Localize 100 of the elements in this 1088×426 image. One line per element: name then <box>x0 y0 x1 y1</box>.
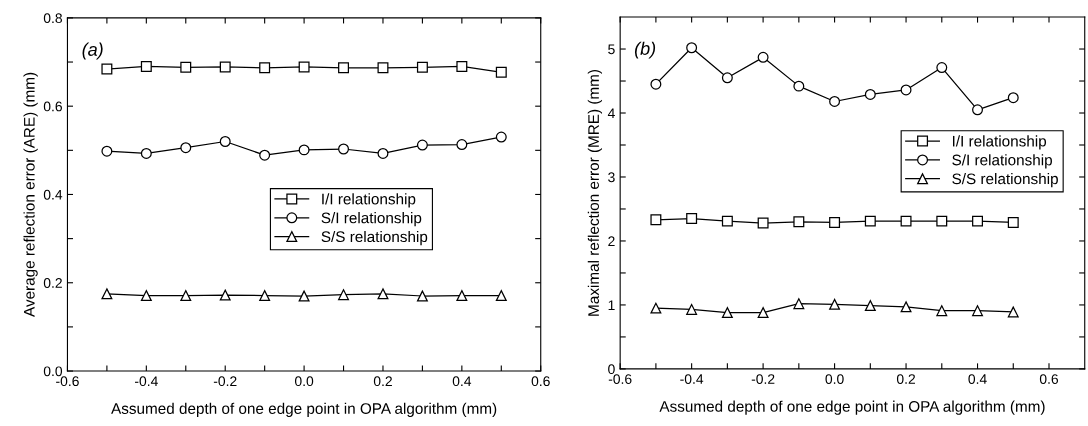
x-axis-title: Assumed depth of one edge point in OPA algorithm (mm) <box>659 400 1045 415</box>
annotation: (b) <box>634 41 656 59</box>
point <box>456 60 468 72</box>
y-tick-label: 0.2 <box>43 278 62 288</box>
point <box>180 61 192 73</box>
y-tick-label: 0.6 <box>43 101 62 112</box>
legend-label: S/I relationship <box>321 212 422 227</box>
x-tick-label: -0.6 <box>56 376 79 387</box>
point <box>650 78 662 90</box>
point <box>936 62 948 74</box>
legend-label: I/I relationship <box>952 135 1047 150</box>
point <box>377 147 389 159</box>
point <box>140 290 152 302</box>
point <box>101 288 113 300</box>
x-tick-label: 0.0 <box>294 376 314 387</box>
point <box>456 290 468 302</box>
x-tick-label: -0.4 <box>680 374 704 384</box>
legend-label: S/S relationship <box>321 230 428 246</box>
point <box>298 290 310 302</box>
point <box>219 61 231 73</box>
point <box>721 215 733 227</box>
point <box>686 303 698 315</box>
x-tick-label: 0.2 <box>373 376 392 387</box>
point <box>936 305 948 317</box>
point <box>936 215 948 227</box>
point <box>972 305 984 317</box>
point <box>219 136 231 147</box>
point <box>259 290 271 302</box>
point <box>338 62 350 74</box>
point <box>495 131 507 143</box>
point <box>721 307 733 319</box>
point <box>864 215 876 227</box>
point <box>219 289 231 301</box>
point <box>1007 92 1019 104</box>
point <box>900 215 912 227</box>
x-tick-label: 0.6 <box>531 376 550 387</box>
y-tick-label: 0.8 <box>43 13 62 24</box>
point <box>495 290 507 302</box>
point <box>829 216 841 228</box>
point <box>972 104 984 116</box>
point <box>298 61 310 73</box>
legend-label: S/I relationship <box>952 154 1052 169</box>
point <box>972 215 984 227</box>
point <box>259 149 271 161</box>
legend-label: I/I relationship <box>322 193 416 208</box>
point <box>338 289 350 301</box>
point <box>140 60 152 72</box>
point <box>864 300 876 312</box>
point <box>757 217 769 229</box>
x-tick-label: -0.4 <box>134 376 158 387</box>
point <box>338 143 350 155</box>
point <box>757 307 769 319</box>
y-tick-label: 4 <box>607 108 615 119</box>
point <box>650 214 662 226</box>
point <box>416 139 428 151</box>
point <box>140 147 152 159</box>
y-tick-label: 0 <box>608 364 615 375</box>
y-axis-title: Maximal reflection error (MRE) (mm) <box>587 69 603 316</box>
point <box>377 62 389 74</box>
point <box>377 288 389 300</box>
x-tick-label: 0.2 <box>896 374 916 384</box>
point <box>793 80 805 92</box>
point <box>650 302 662 314</box>
y-tick-label: 1 <box>608 300 615 310</box>
point <box>829 298 841 310</box>
y-axis-title: Average reflection error (ARE) (mm) <box>23 72 38 317</box>
legend-label: S/S relationship <box>952 173 1058 188</box>
y-tick-label: 0.0 <box>43 366 63 377</box>
point <box>793 298 805 310</box>
point <box>686 213 698 225</box>
point <box>686 42 698 54</box>
point <box>180 290 192 302</box>
point <box>757 51 769 63</box>
x-tick-label: 0.6 <box>1039 374 1059 384</box>
point <box>416 290 428 302</box>
y-tick-label: 5 <box>608 44 615 55</box>
point <box>298 144 310 156</box>
x-tick-label: -0.2 <box>751 374 775 384</box>
point <box>101 63 113 75</box>
point <box>180 142 192 154</box>
x-tick-label: 0.4 <box>968 374 987 384</box>
x-axis-title: Assumed depth of one edge point in OPA algorithm (mm) <box>111 402 497 417</box>
point <box>259 62 271 74</box>
point <box>721 72 733 84</box>
x-tick-label: -0.2 <box>213 376 237 387</box>
point <box>495 66 507 78</box>
y-tick-label: 0.4 <box>43 189 63 200</box>
x-tick-label: -0.6 <box>608 374 632 384</box>
point <box>793 216 805 228</box>
y-tick-label: 2 <box>608 236 615 246</box>
annotation: (a) <box>82 42 103 60</box>
point <box>1007 216 1019 228</box>
point <box>829 96 841 107</box>
point <box>900 84 912 96</box>
point <box>456 139 468 151</box>
x-tick-label: 0.4 <box>452 376 472 387</box>
point <box>900 301 912 313</box>
y-tick-label: 3 <box>608 172 615 183</box>
point <box>101 145 113 157</box>
point <box>416 61 428 73</box>
